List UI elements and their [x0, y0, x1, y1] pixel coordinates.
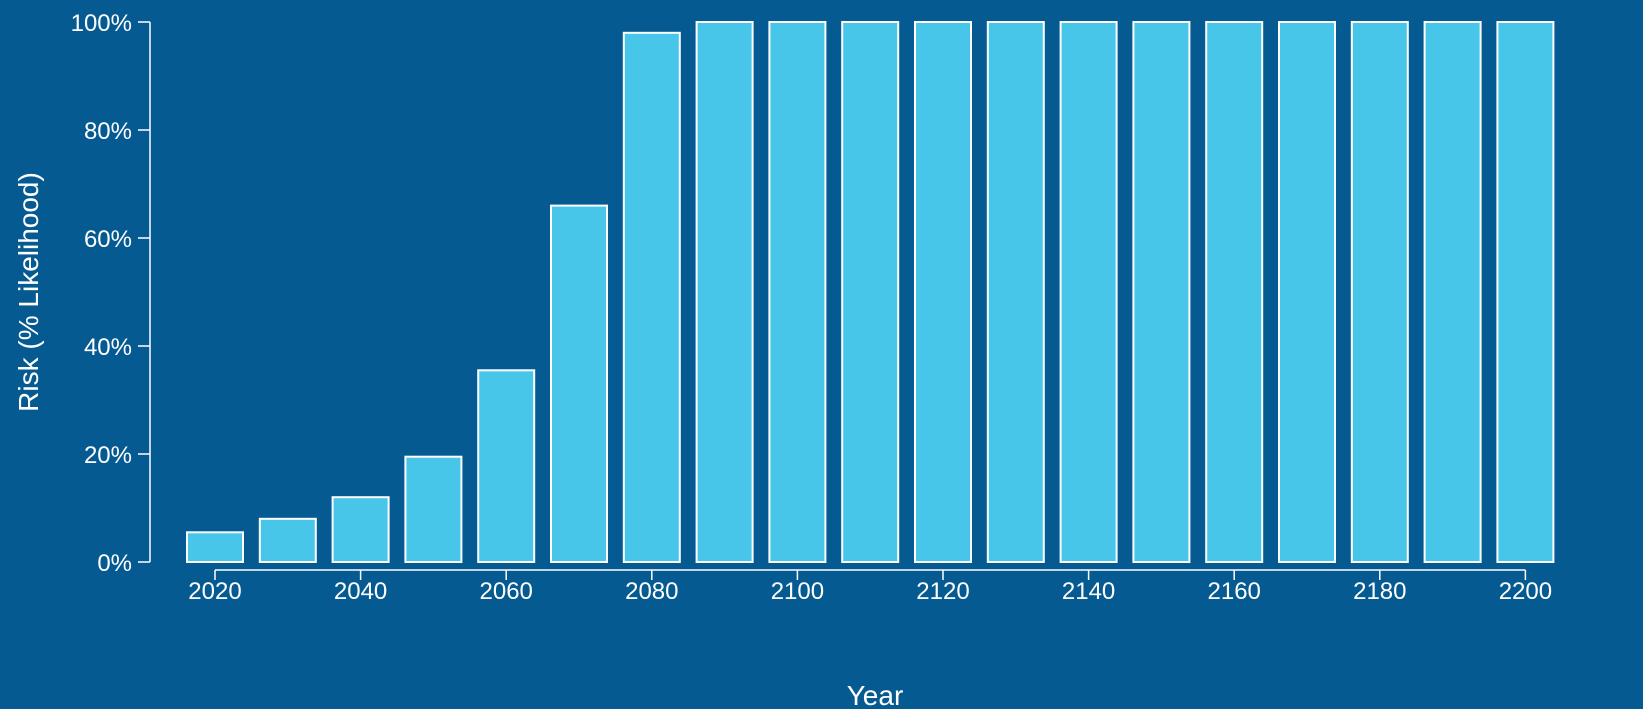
x-tick-label: 2180 — [1353, 578, 1406, 605]
bar-2170 — [1278, 21, 1336, 563]
bar-2080 — [622, 31, 681, 564]
y-tick-label: 100% — [71, 10, 132, 37]
bar-2040 — [331, 496, 390, 564]
bar-2190 — [1423, 21, 1482, 563]
x-tick-label: 2100 — [771, 578, 824, 605]
bar-2130 — [986, 21, 1045, 563]
x-tick-label: 2200 — [1499, 578, 1552, 605]
y-tick-label: 60% — [84, 226, 132, 253]
bar-2090 — [695, 21, 754, 563]
y-tick-label: 80% — [84, 118, 132, 145]
y-tick-label: 40% — [84, 334, 132, 361]
bar-2150 — [1132, 21, 1191, 563]
x-tick-label: 2020 — [188, 578, 241, 605]
x-tick-label: 2120 — [916, 578, 969, 605]
y-tick-label: 0% — [97, 550, 132, 577]
bar-2100 — [768, 21, 827, 563]
bar-2030 — [258, 517, 317, 563]
bar-2110 — [841, 21, 900, 563]
bar-2200 — [1496, 21, 1555, 563]
x-axis-title: Year — [847, 680, 904, 709]
bar-2140 — [1059, 21, 1118, 563]
bar-2120 — [914, 21, 972, 563]
bars-group — [186, 21, 1555, 564]
bar-2070 — [550, 204, 608, 563]
y-tick-label: 20% — [84, 442, 132, 469]
x-tick-label: 2160 — [1208, 578, 1261, 605]
bar-2060 — [477, 369, 536, 563]
x-axis: 2020 2040 2060 2080 2100 2120 2140 2160 2180 2200 — [188, 569, 1552, 605]
y-axis-title: Risk (% Likelihood) — [13, 172, 44, 412]
x-tick-label: 2140 — [1062, 578, 1115, 605]
x-tick-label: 2080 — [625, 578, 678, 605]
bar-2160 — [1205, 21, 1264, 563]
x-tick-label: 2040 — [334, 578, 387, 605]
x-tick-label: 2060 — [480, 578, 533, 605]
bar-2180 — [1350, 21, 1409, 563]
y-axis: 0% 20% 40% 60% 80% 100% — [71, 10, 151, 577]
bar-2050 — [404, 455, 463, 564]
bar-2020 — [186, 531, 244, 563]
